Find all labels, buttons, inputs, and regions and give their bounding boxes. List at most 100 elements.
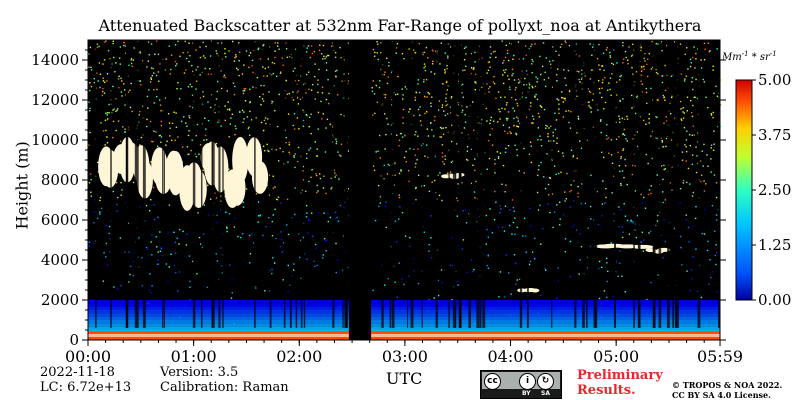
noise-pixel [385, 226, 387, 229]
noise-pixel [335, 142, 338, 145]
noise-pixel [197, 66, 199, 68]
noise-pixel [102, 130, 105, 132]
noise-pixel [251, 65, 253, 67]
noise-pixel [465, 222, 468, 224]
noise-pixel [272, 187, 275, 189]
noise-pixel [486, 83, 488, 85]
noise-pixel [334, 70, 337, 73]
noise-pixel [314, 141, 316, 143]
noise-pixel [132, 260, 135, 263]
noise-pixel [461, 132, 463, 134]
noise-pixel [343, 115, 345, 117]
noise-pixel [491, 128, 493, 130]
noise-pixel [470, 182, 473, 185]
noise-pixel [402, 116, 404, 119]
noise-pixel [425, 78, 428, 81]
noise-pixel [506, 102, 508, 104]
noise-pixel [589, 78, 592, 80]
noise-pixel [690, 111, 693, 114]
noise-pixel [191, 139, 193, 141]
noise-pixel [624, 164, 627, 167]
noise-pixel [711, 271, 714, 273]
noise-pixel [325, 98, 328, 101]
noise-pixel [280, 238, 283, 241]
noise-pixel [632, 43, 634, 46]
noise-pixel [121, 189, 123, 191]
noise-pixel [550, 140, 552, 142]
noise-pixel [430, 102, 432, 104]
noise-pixel [430, 257, 433, 259]
noise-pixel [497, 91, 500, 93]
noise-pixel [417, 108, 420, 111]
noise-pixel [487, 255, 489, 257]
noise-pixel [716, 95, 719, 97]
noise-pixel [195, 134, 197, 137]
noise-pixel [553, 165, 556, 167]
noise-pixel [307, 232, 309, 234]
noise-pixel [562, 116, 565, 118]
noise-pixel [473, 191, 476, 193]
noise-pixel [556, 80, 558, 82]
noise-pixel [288, 143, 291, 146]
noise-pixel [176, 87, 178, 90]
noise-pixel [380, 68, 382, 71]
attenuation-streak [452, 40, 456, 328]
noise-pixel [431, 63, 434, 65]
noise-pixel [665, 137, 668, 140]
noise-pixel [335, 174, 337, 176]
feature-boundary-layer [88, 310, 720, 314]
noise-pixel [139, 206, 141, 208]
noise-pixel [465, 65, 467, 67]
noise-pixel [422, 226, 424, 228]
noise-pixel [702, 165, 704, 167]
noise-pixel [615, 138, 618, 140]
noise-pixel [622, 98, 624, 100]
noise-pixel [90, 195, 93, 197]
prelim-line1: Preliminary [577, 368, 663, 383]
noise-pixel [548, 140, 550, 142]
noise-pixel [151, 234, 153, 236]
noise-pixel [444, 155, 446, 157]
noise-pixel [715, 85, 717, 88]
attenuation-streak [435, 40, 438, 328]
noise-pixel [431, 181, 433, 183]
noise-pixel [507, 59, 510, 62]
noise-pixel [543, 79, 546, 81]
noise-pixel [656, 116, 658, 119]
noise-pixel [645, 153, 647, 156]
noise-pixel [216, 260, 219, 262]
noise-pixel [504, 108, 506, 110]
attenuation-streak [697, 40, 701, 328]
noise-pixel [150, 198, 152, 201]
noise-pixel [444, 52, 446, 54]
noise-pixel [228, 50, 230, 52]
noise-pixel [281, 251, 283, 253]
noise-pixel [409, 108, 411, 110]
noise-pixel [560, 43, 563, 45]
noise-pixel [581, 69, 583, 71]
noise-pixel [506, 117, 509, 120]
noise-pixel [271, 61, 274, 64]
noise-pixel [124, 104, 126, 106]
noise-pixel [159, 104, 162, 106]
noise-pixel [487, 254, 489, 256]
noise-pixel [531, 86, 534, 89]
noise-pixel [244, 100, 247, 102]
noise-pixel [311, 52, 314, 55]
noise-pixel [622, 41, 624, 44]
noise-pixel [700, 174, 703, 176]
noise-pixel [649, 230, 652, 233]
noise-pixel [719, 79, 722, 81]
noise-pixel [279, 245, 282, 248]
noise-pixel [414, 166, 417, 168]
colorbar-gradient [735, 79, 753, 301]
noise-pixel [540, 106, 543, 108]
noise-pixel [167, 113, 170, 115]
noise-pixel [547, 77, 550, 79]
noise-pixel [160, 136, 163, 138]
noise-pixel [106, 111, 109, 114]
noise-pixel [555, 119, 558, 121]
noise-pixel [165, 58, 167, 61]
noise-pixel [570, 149, 573, 152]
noise-pixel [512, 206, 515, 209]
